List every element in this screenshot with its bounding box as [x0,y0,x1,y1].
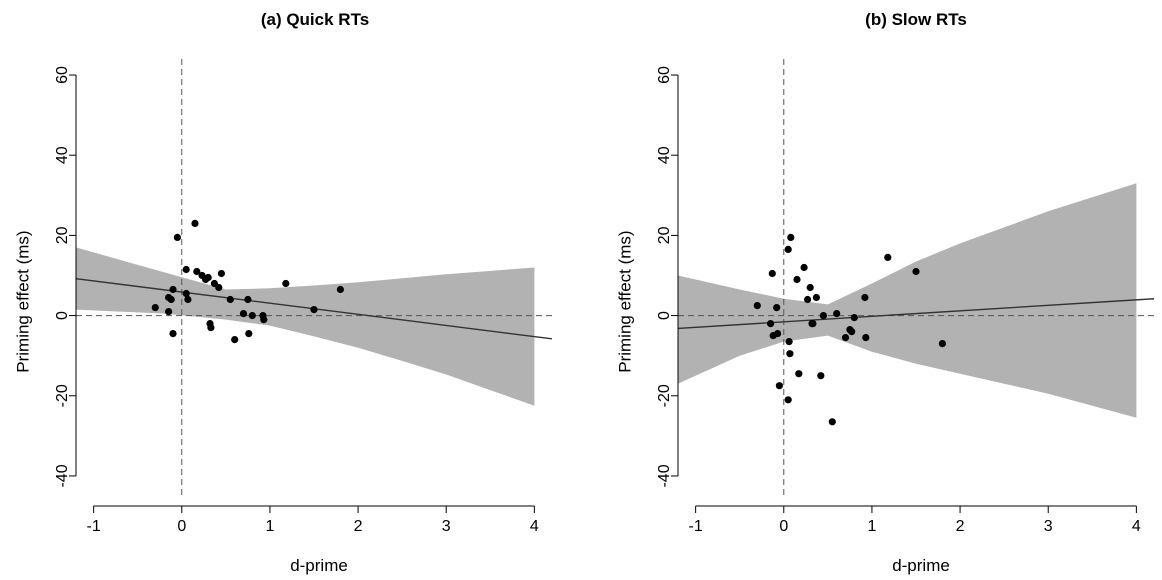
panel-a-y-axis-label: Priming effect (ms) [13,230,32,372]
panel-b-y-tick-label: -20 [656,384,673,407]
panel-a-y-tick-label: -20 [54,384,71,407]
panel-a-data-point [336,285,344,294]
panel-b-y-tick-label: 20 [656,226,673,244]
panel-b-data-point [795,370,803,378]
panel-b-x-axis-label: d-prime [892,556,950,575]
panel-b-regression-line [677,298,1155,330]
panel-a-data-point [215,283,223,292]
panel-a-y-tick-label: -40 [54,464,71,487]
panel-b-x-tick-label: 2 [956,518,965,535]
panel-b-data-point [833,310,841,318]
panel-a-data-point [226,295,234,304]
panel-a-title: (a) Quick RTs [261,10,369,29]
panel-a-data-point [165,308,173,316]
panel-b-x-tick-label: 1 [867,518,876,535]
panel-b-data-point [800,263,808,272]
panel-a-data-point [191,219,199,227]
panel-b-y-tick-label: 0 [656,311,673,320]
panel-a-x-tick-label: 1 [265,518,274,535]
panel-b-data-point [841,334,850,342]
panel-b-data-point [774,330,782,338]
panel-b-y-tick-label: 40 [656,146,673,164]
panel-b-data-point [812,293,821,302]
panel-a-data-point [245,330,253,338]
panel-b-data-point [753,302,761,310]
panel-a-data-point [260,316,268,324]
panel-a-y-tick-label: 60 [54,66,71,84]
panel-a-data-point [182,265,190,274]
panel-b-data-point [773,304,781,312]
panel-b-data-point [784,245,792,253]
panel-b-y-tick-label: -40 [656,464,673,487]
panel-b-data-point [828,418,836,426]
panel-b-data-point [784,396,792,404]
panel-a-data-point [244,295,252,304]
panel-a-data-point [184,295,192,304]
panel-a-data-point [167,295,175,304]
panel-a-data-point [207,324,215,332]
panel-b-data-point [938,340,947,348]
panel-a: -1 0 1 2 3 4 -40 -20 0 20 40 60 (a) Quick RTs d-prime… [13,10,553,575]
panel-b-data-point [804,295,812,304]
panel-a-x-tick-label: 3 [442,518,451,535]
panel-a-data-point [217,269,225,278]
panel-b-data-point [912,267,920,276]
panel-b-data-point [775,382,784,390]
panel-a-data-point [151,304,159,312]
panel-a-data-point [169,330,177,338]
panel-b-data-point [817,372,825,380]
panel-b-data-point [848,328,856,336]
panel-a-x-tick-label: 2 [354,518,363,535]
panel-b-x-tick-label: 4 [1132,518,1141,535]
panel-a-data-point [182,289,190,298]
panel-b-title: (b) Slow RTs [865,10,967,29]
panel-b-data-point [767,320,775,328]
panel-b-data-point [884,253,892,261]
panel-b-data-point [809,320,817,328]
panel-b-data-point [786,350,794,358]
panel-b-data-point [806,283,814,292]
panel-a-x-tick-label: 4 [530,518,539,535]
panel-a-x-tick-label: -1 [87,518,101,535]
panel-b-y-axis-label: Priming effect (ms) [615,230,634,372]
panel-b-data-point [861,293,869,302]
panel-a-data-point [173,233,181,241]
panel-a-y-tick-label: 0 [54,311,71,320]
panel-a-data-point [169,285,177,294]
panel-b-x-tick-label: 0 [779,518,788,535]
panel-b-data-point [862,334,870,342]
panel-b-data-point [768,269,776,278]
panel-a-x-axis-label: d-prime [290,556,348,575]
panel-b-data-point [787,233,795,241]
panel-b-data-point [850,314,858,322]
panel-a-y-tick-label: 40 [54,146,71,164]
panel-b-x-tick-label: 3 [1044,518,1053,535]
panel-b-x-tick-label: -1 [689,518,703,535]
panel-a-data-point [204,273,212,282]
panel-a-y-tick-label: 20 [54,226,71,244]
panel-a-data-point [239,310,248,318]
panel-b-data-point [785,338,793,346]
panel-a-data-point [248,312,256,320]
panel-a-data-point [310,306,318,314]
panel-a-x-tick-label: 0 [177,518,186,535]
panel-b-confidence-band [678,183,1137,418]
panel-a-data-point [193,267,201,276]
panel-a-data-point [282,279,290,288]
panel-a-data-point [231,336,239,344]
panel-a-confidence-band [76,247,535,406]
panel-b-y-tick-label: 60 [656,66,673,84]
panel-b-data-point [819,312,828,320]
panel-b: -1 0 1 2 3 4 -40 -20 0 20 40 60 (b) Slow RTs d-prime P… [615,10,1155,575]
panel-b-data-point [793,275,801,284]
